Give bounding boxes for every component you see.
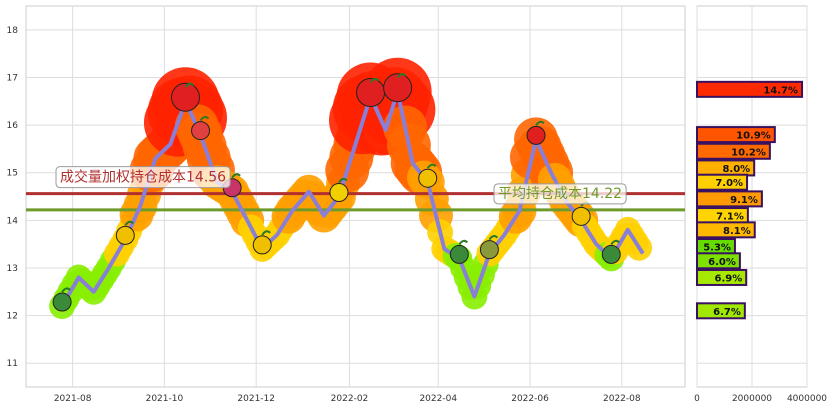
reference-line-label: 平均持仓成本14.22 [498, 186, 622, 202]
volume-bar-label: 7.1% [716, 212, 744, 223]
reference-line-label: 成交量加权持仓成本14.56 [60, 169, 226, 186]
x-tick-label: 2021-08 [54, 394, 92, 404]
volume-bar [696, 190, 763, 208]
volume-bar-label: 6.9% [714, 273, 742, 284]
volume-x-tick-label: 4000000 [787, 394, 827, 404]
x-tick-label: 2021-12 [237, 394, 275, 404]
volume-bar [696, 302, 746, 320]
fruit-marker [252, 235, 272, 255]
volume-x-tick-label: 0 [694, 394, 700, 404]
fruit-leaf [199, 115, 210, 122]
volume-bar-label: 8.0% [722, 164, 750, 175]
fruit-marker [571, 206, 591, 226]
y-tick-label: 16 [7, 121, 19, 131]
volume-bar [696, 142, 771, 160]
x-tick-label: 2022-08 [603, 394, 641, 404]
fruit-marker [115, 225, 135, 245]
volume-bar-label: 10.9% [736, 131, 771, 142]
volume-bar-label: 5.3% [703, 243, 731, 254]
fruit-leaf [184, 82, 195, 88]
x-tick-label: 2022-06 [511, 394, 549, 404]
volume-bar-label: 8.1% [723, 226, 751, 237]
reference-label-box [493, 183, 627, 205]
fruit-leaf [426, 163, 437, 169]
y-tick-label: 13 [7, 264, 18, 274]
volume-bar [696, 173, 749, 191]
fruit-marker [601, 244, 621, 264]
x-tick-label: 2021-10 [146, 394, 184, 404]
fruit-marker [356, 77, 386, 107]
y-tick-label: 18 [7, 26, 19, 36]
volume-bar [696, 80, 804, 98]
fruit-marker [329, 183, 349, 202]
volume-bar [696, 126, 776, 144]
fruit-leaf [261, 230, 271, 236]
plot-layer [26, 57, 685, 320]
fruit-marker [418, 168, 438, 188]
fruit-leaf [369, 77, 380, 84]
volume-bar [696, 221, 756, 239]
volume-bar-label: 7.0% [715, 178, 743, 189]
volume-bar-label: 9.1% [730, 195, 758, 206]
reference-label-box [55, 166, 231, 189]
fruit-leaf [610, 239, 620, 245]
volume-x-tick-label: 2000000 [732, 394, 772, 404]
fruit-marker [479, 240, 499, 260]
y-tick-label: 12 [7, 312, 18, 322]
price-line [60, 89, 645, 308]
volume-bar [696, 252, 741, 270]
y-tick-label: 11 [7, 359, 18, 369]
volume-bar [696, 268, 748, 286]
fruit-leaf [488, 235, 499, 241]
volume-bar-label: 10.2% [731, 147, 766, 158]
x-tick-label: 2022-04 [419, 394, 457, 404]
fruit-leaf [338, 177, 348, 184]
volume-bar-label: 14.7% [763, 85, 798, 96]
fruit-leaf [124, 220, 135, 226]
fruit-leaf [458, 239, 469, 245]
fruit-marker [526, 125, 546, 145]
y-tick-label: 15 [7, 169, 18, 179]
x-tick-label: 2022-02 [331, 394, 369, 404]
fruit-leaf [396, 73, 407, 79]
volume-bar-label: 6.7% [713, 307, 741, 318]
fruit-marker [383, 73, 413, 103]
fruit-marker [52, 292, 72, 312]
fruit-marker [449, 244, 469, 264]
y-tick-label: 17 [7, 73, 18, 83]
fruit-leaf [61, 287, 71, 293]
fruit-marker [170, 82, 200, 112]
fruit-marker [191, 121, 211, 141]
volume-bar-label: 6.0% [708, 257, 736, 268]
y-tick-label: 14 [7, 216, 19, 226]
fruit-leaf [231, 173, 241, 179]
fruit-leaf [535, 120, 545, 126]
